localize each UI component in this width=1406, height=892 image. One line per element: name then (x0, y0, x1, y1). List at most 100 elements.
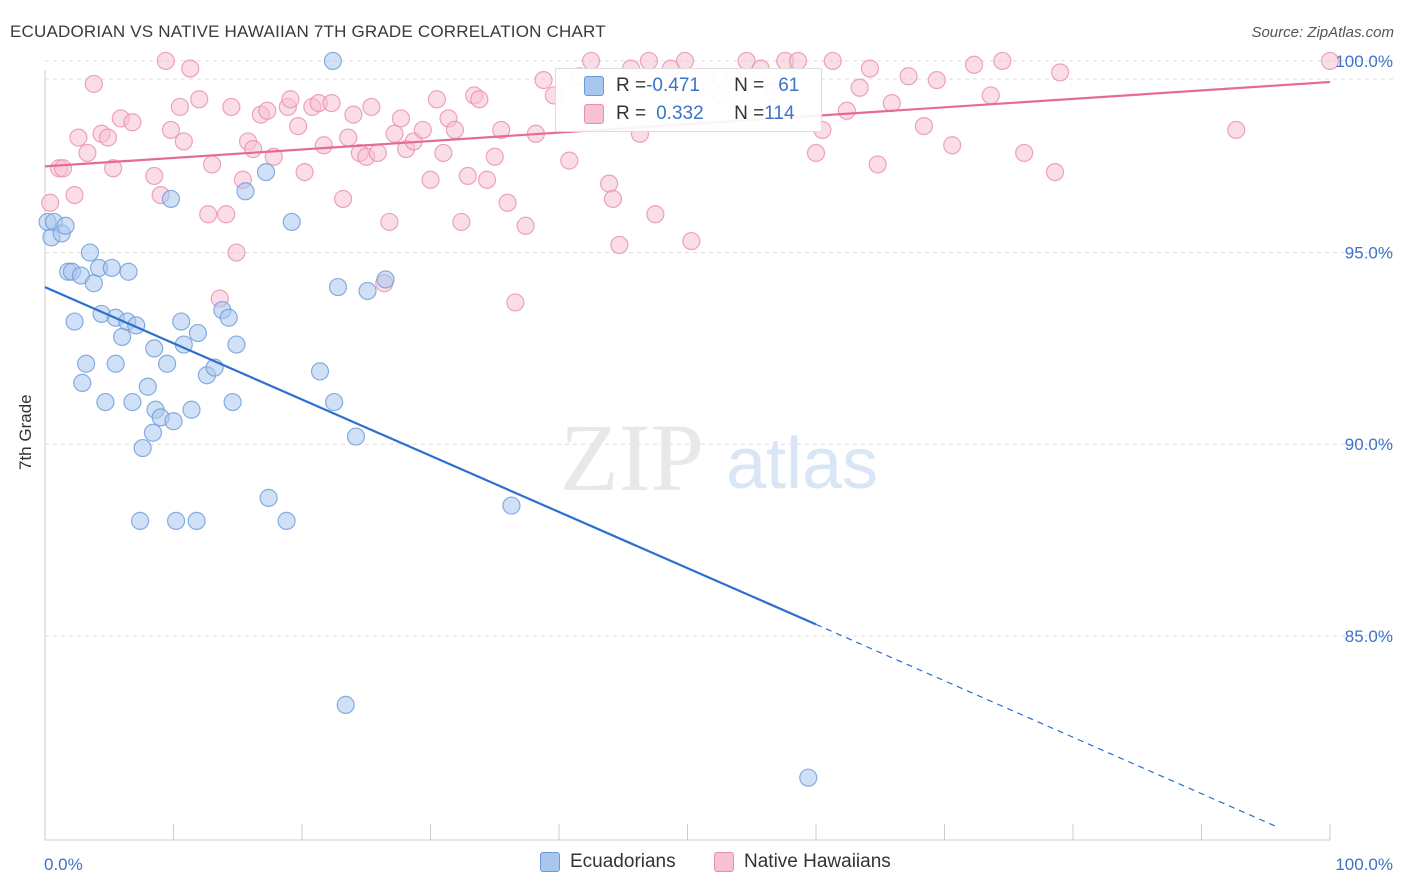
legend-item-native-hawaiians: Native Hawaiians (714, 851, 891, 873)
r-label: R = (616, 75, 647, 96)
ecuadorians-point (96, 392, 115, 412)
native-hawaiians-point (199, 205, 218, 224)
ecuadorians-point (256, 162, 276, 182)
r-value: 0.332 (656, 103, 704, 124)
ecuadorians-point (187, 511, 206, 530)
native-hawaiians-point (174, 132, 193, 151)
native-hawaiians-point (281, 90, 300, 109)
ecuadorians-point (328, 277, 348, 297)
native-hawaiians-point (1045, 162, 1065, 182)
ecuadorians-point (77, 354, 96, 373)
native-hawaiians-point (639, 51, 659, 71)
stats-legend: R = -0.471 N = 61 R = 0.332 N = 114 (555, 68, 822, 132)
native-hawaiians-point (837, 101, 856, 120)
ecuadorians-point (172, 312, 191, 331)
native-hawaiians-point (69, 128, 88, 147)
ecuadorians-point (133, 438, 152, 458)
native-hawaiians-point (202, 155, 222, 174)
native-hawaiians-point (860, 59, 880, 78)
ecuadorians-point (358, 281, 377, 301)
native-hawaiians-point (506, 293, 525, 312)
native-hawaiians-point (560, 151, 579, 170)
ecuadorians-point (799, 768, 818, 787)
native-hawaiians-point (850, 78, 869, 97)
n-label: N = (734, 103, 765, 124)
native-hawaiians-point (84, 74, 103, 94)
native-hawaiians-point (1015, 143, 1034, 163)
ecuadorians-point (145, 339, 164, 358)
watermark-atlas: atlas (726, 424, 878, 504)
y-axis-label: 7th Grade (16, 394, 35, 470)
ecuadorians-point (123, 392, 142, 412)
native-hawaiians-point (868, 155, 887, 174)
native-hawaiians-point (434, 143, 453, 163)
ecuadorians-trend-line (44, 286, 817, 626)
ecuadorians-point (323, 51, 342, 71)
ecuadorians-point (73, 373, 92, 393)
native-hawaiians-point (914, 116, 934, 136)
native-hawaiians-point (427, 90, 447, 109)
legend-label-ecuadorians: Ecuadorians (570, 851, 676, 872)
r-label: R = (616, 103, 647, 124)
ecuadorians-trend-extension (815, 623, 1279, 829)
ecuadorians-point (84, 274, 103, 293)
ecuadorians-point (282, 212, 301, 232)
native-hawaiians-point (104, 159, 123, 178)
ecuadorians-point (376, 270, 395, 289)
ecuadorians-point (346, 427, 366, 446)
native-hawaiians-point (123, 113, 142, 132)
ecuadorians-point (119, 262, 138, 281)
native-hawaiians-point (610, 235, 629, 255)
ecuadorians-point (223, 392, 242, 412)
native-hawaiians-point (368, 143, 387, 163)
y-tick-label: 95.0% (1345, 244, 1393, 263)
ecuadorians-point (143, 423, 163, 442)
native-hawaiians-point (53, 159, 73, 178)
native-hawaiians-point (470, 90, 489, 109)
native-hawaiians-point (806, 143, 826, 163)
ecuadorians-point (80, 243, 100, 262)
native-hawaiians-point (582, 51, 601, 71)
native-hawaiians-point (534, 70, 553, 90)
native-hawaiians-point (227, 243, 246, 262)
native-hawaiians-point (1320, 51, 1340, 71)
stats-row-native-hawaiians: R = 0.332 N = 114 (556, 100, 795, 128)
native-hawaiians-point (289, 116, 308, 136)
native-hawaiians-point (882, 93, 901, 113)
ecuadorians-point (219, 308, 238, 327)
native-hawaiians-point (380, 212, 399, 232)
blue-swatch (584, 76, 604, 96)
ecuadorians-point (166, 511, 186, 530)
x-tick-label: 100.0% (1335, 855, 1393, 874)
n-value: 61 (778, 75, 800, 96)
native-hawaiians-point (788, 51, 808, 71)
source-label: Source: ZipAtlas.com (1251, 24, 1394, 41)
ecuadorians-point (130, 511, 150, 530)
native-hawaiians-point (314, 136, 333, 155)
native-hawaiians-point (899, 67, 918, 86)
ecuadorians-point (182, 400, 201, 419)
native-hawaiians-point (943, 136, 962, 155)
native-hawaiians-point (391, 109, 411, 128)
native-hawaiians-point (170, 97, 190, 117)
native-hawaiians-point (458, 166, 477, 186)
y-tick-label: 90.0% (1345, 435, 1393, 454)
native-hawaiians-point (295, 162, 314, 182)
legend-label-native-hawaiians: Native Hawaiians (744, 851, 891, 872)
n-label: N = (734, 75, 765, 96)
series-legend: Ecuadorians Native Hawaiians (0, 851, 1406, 879)
native-hawaiians-point (600, 174, 619, 193)
native-hawaiians-point (413, 120, 432, 140)
x-tick-label: 0.0% (44, 855, 83, 874)
watermark-zip: ZIP (560, 404, 704, 511)
native-hawaiians-point (603, 189, 623, 209)
native-hawaiians-point (322, 93, 341, 113)
native-hawaiians-point (823, 51, 842, 71)
native-hawaiians-point (964, 55, 984, 74)
native-hawaiians-point (485, 147, 504, 166)
legend-swatch-blue (540, 852, 560, 872)
native-hawaiians-point (516, 216, 535, 235)
ecuadorians-point (188, 323, 208, 343)
pink-swatch (584, 104, 604, 124)
native-hawaiians-point (41, 193, 60, 212)
